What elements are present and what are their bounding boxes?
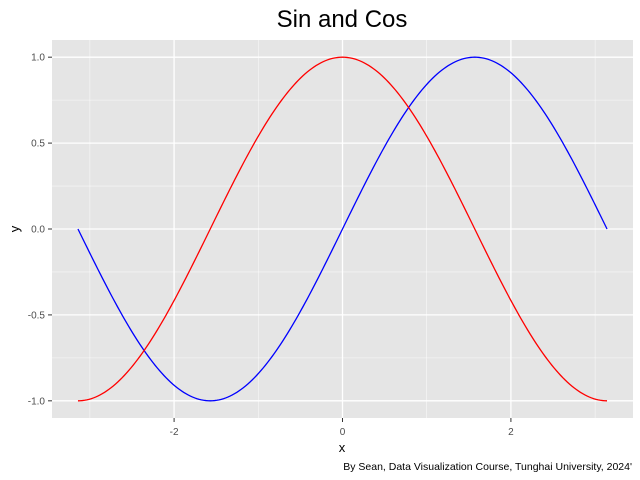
axis-ticks	[48, 56, 512, 422]
x-tick-label: 2	[508, 427, 514, 438]
y-tick-label: 0.0	[31, 225, 45, 236]
x-axis-label: x	[339, 440, 346, 455]
chart-caption: By Sean, Data Visualization Course, Tung…	[343, 461, 632, 473]
y-tick-label: 1.0	[31, 53, 45, 64]
y-tick-label: -1.0	[28, 396, 46, 407]
y-axis-label: y	[7, 225, 22, 232]
y-tick-label: 0.5	[31, 139, 45, 150]
series-line	[77, 56, 608, 402]
x-tick-label: -2	[170, 427, 179, 438]
tick-labels: -2 0 2 -1.0 -0.5 0.0 0.5 1.0	[28, 53, 514, 438]
x-tick-label: 0	[340, 427, 346, 438]
y-tick-label: -0.5	[28, 310, 46, 321]
series-layer	[77, 56, 608, 402]
chart-title: Sin and Cos	[277, 6, 408, 33]
series-line	[77, 56, 608, 402]
